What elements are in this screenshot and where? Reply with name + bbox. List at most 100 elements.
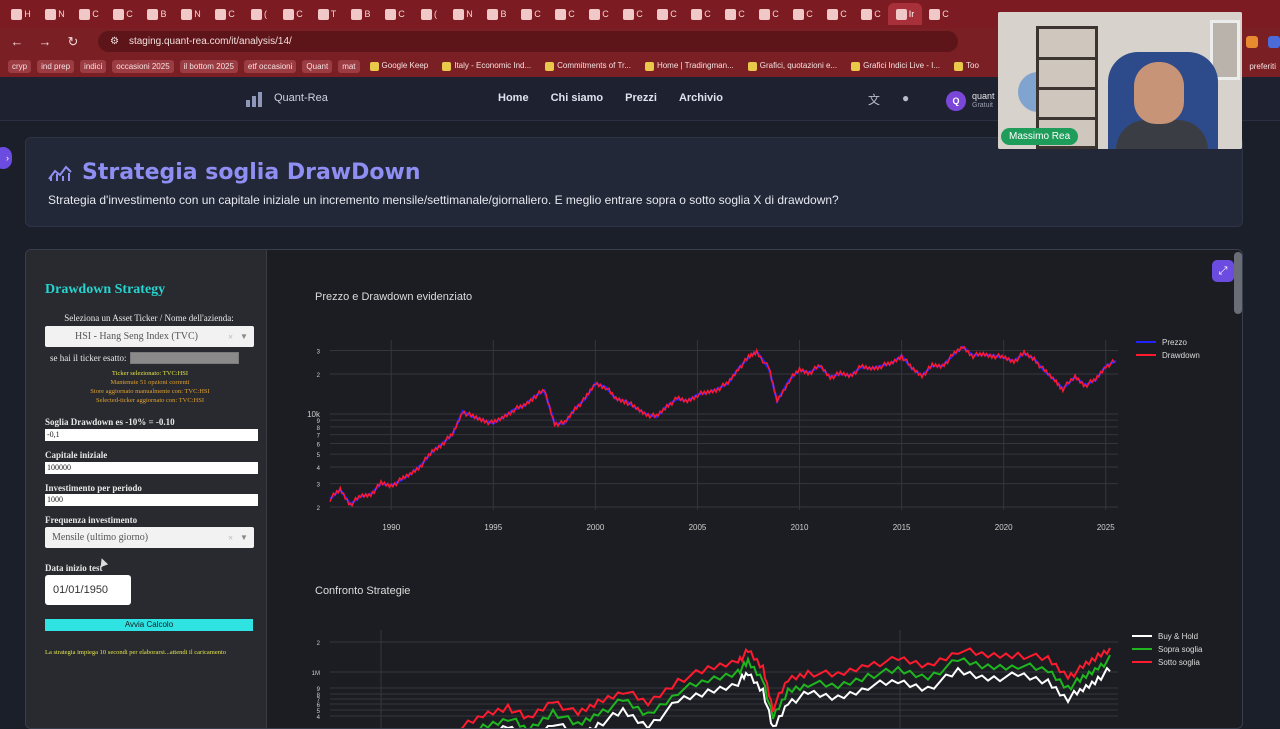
- bookmark-item[interactable]: Google Keep: [366, 59, 433, 72]
- browser-tab[interactable]: Ir: [888, 3, 922, 25]
- bookmark-item[interactable]: Grafici Indici Live - I...: [847, 59, 944, 72]
- ticker-row: se hai il ticker esatto:: [50, 352, 240, 364]
- site-info-icon[interactable]: ⚙: [110, 36, 119, 47]
- expand-icon[interactable]: ⤢: [1212, 260, 1234, 282]
- bookmark-item[interactable]: Grafici, quotazioni e...: [744, 59, 841, 72]
- browser-tab[interactable]: C: [276, 3, 310, 25]
- capital-input[interactable]: 100000: [45, 462, 258, 474]
- address-bar[interactable]: ⚙ staging.quant-rea.com/it/analysis/14/: [98, 31, 958, 52]
- browser-tab[interactable]: C: [786, 3, 820, 25]
- tab-favicon-icon: [555, 8, 567, 20]
- bookmark-item[interactable]: ind prep: [37, 59, 75, 73]
- browser-tab[interactable]: C: [378, 3, 412, 25]
- y-tick-label: 5: [317, 453, 321, 459]
- browser-tab[interactable]: C: [820, 3, 854, 25]
- bookmark-label: Too: [966, 61, 979, 71]
- chevron-down-icon[interactable]: ▼: [240, 533, 248, 542]
- user-menu[interactable]: quant Gratuit: [972, 91, 995, 111]
- browser-tab[interactable]: (: [412, 3, 446, 25]
- browser-tab[interactable]: C: [854, 3, 888, 25]
- date-input[interactable]: 01/01/1950: [45, 575, 131, 605]
- clear-icon[interactable]: ×: [228, 532, 234, 543]
- bell-icon[interactable]: ●: [902, 91, 910, 105]
- invest-label: Investimento per periodo: [45, 483, 142, 493]
- x-tick-label: 1995: [484, 523, 502, 532]
- forward-icon[interactable]: →: [38, 34, 52, 49]
- site-logo[interactable]: Quant-Rea: [246, 89, 328, 107]
- browser-tab[interactable]: C: [922, 3, 956, 25]
- asset-select[interactable]: HSI - Hang Seng Index (TVC) × ▼: [45, 326, 254, 347]
- browser-tab[interactable]: C: [208, 3, 242, 25]
- legend-label[interactable]: Drawdown: [1162, 351, 1200, 360]
- bookmark-item[interactable]: Commitments of Tr...: [541, 59, 635, 72]
- browser-tab[interactable]: C: [514, 3, 548, 25]
- browser-tab[interactable]: C: [684, 3, 718, 25]
- bookmark-item[interactable]: Italy - Economic Ind...: [438, 59, 535, 72]
- browser-tab[interactable]: C: [616, 3, 650, 25]
- bookmark-item[interactable]: etf occasioni: [243, 59, 297, 73]
- browser-tab[interactable]: B: [140, 3, 174, 25]
- y-tick-label: 8: [317, 693, 321, 699]
- nav-chi-siamo[interactable]: Chi siamo: [550, 92, 604, 104]
- bookmark-label: etf occasioni: [247, 61, 293, 71]
- nav-prezzi[interactable]: Prezzi: [625, 92, 657, 104]
- nav-home[interactable]: Home: [498, 92, 529, 104]
- bookmark-item[interactable]: mat: [338, 59, 360, 73]
- browser-tab[interactable]: C: [582, 3, 616, 25]
- browser-tab[interactable]: T: [310, 3, 344, 25]
- browser-tab[interactable]: C: [72, 3, 106, 25]
- ticker-input[interactable]: [130, 352, 240, 364]
- legend-label[interactable]: Buy & Hold: [1158, 632, 1198, 641]
- run-calculation-button[interactable]: Avvia Calcolo: [45, 619, 253, 631]
- browser-tab[interactable]: C: [752, 3, 786, 25]
- bookmark-item[interactable]: Too: [950, 59, 983, 72]
- chevron-down-icon[interactable]: ▼: [240, 332, 248, 341]
- translate-icon[interactable]: 文: [868, 93, 881, 107]
- url-text: staging.quant-rea.com/it/analysis/14/: [128, 36, 292, 47]
- bookmark-item[interactable]: il bottom 2025: [179, 59, 238, 73]
- tab-favicon-icon: [385, 8, 397, 20]
- extension-icon[interactable]: [1268, 35, 1280, 48]
- tab-label: C: [568, 9, 575, 19]
- threshold-input[interactable]: -0,1: [45, 429, 258, 441]
- legend-label[interactable]: Sopra soglia: [1158, 645, 1203, 654]
- bookmark-item[interactable]: occasioni 2025: [112, 59, 174, 73]
- frequency-select[interactable]: Mensile (ultimo giorno) × ▼: [45, 527, 254, 548]
- browser-tab[interactable]: C: [718, 3, 752, 25]
- browser-tab[interactable]: N: [446, 3, 480, 25]
- clear-icon[interactable]: ×: [228, 331, 234, 342]
- browser-tab[interactable]: H: [4, 3, 38, 25]
- strategy-form: Drawdown Strategy Seleziona un Asset Tic…: [26, 250, 267, 728]
- avatar[interactable]: Q: [946, 91, 966, 111]
- browser-tab[interactable]: N: [174, 3, 208, 25]
- tab-favicon-icon: [589, 8, 601, 20]
- browser-tab[interactable]: B: [480, 3, 514, 25]
- tab-favicon-icon: [861, 8, 873, 20]
- presenter: [1134, 62, 1184, 124]
- extension-icon[interactable]: [1246, 35, 1258, 48]
- bookmark-item[interactable]: Quant: [302, 59, 333, 73]
- scrollbar[interactable]: [1234, 252, 1242, 314]
- browser-tab[interactable]: N: [38, 3, 72, 25]
- browser-tab[interactable]: C: [106, 3, 140, 25]
- tab-label: (: [434, 9, 437, 19]
- bookmark-item[interactable]: indici: [80, 59, 107, 73]
- nav-archivio[interactable]: Archivio: [678, 92, 723, 104]
- y-tick-label: 4: [317, 715, 321, 721]
- browser-tab[interactable]: B: [344, 3, 378, 25]
- browser-tab[interactable]: (: [242, 3, 276, 25]
- bookmark-item[interactable]: Home | Tradingman...: [641, 59, 738, 72]
- browser-tab[interactable]: C: [650, 3, 684, 25]
- all-bookmarks-link[interactable]: preferiti: [1249, 61, 1276, 71]
- bookmark-item[interactable]: cryp: [8, 59, 32, 73]
- y-tick-label: 7: [317, 698, 321, 704]
- sidebar-toggle-button[interactable]: ›: [0, 147, 12, 169]
- back-icon[interactable]: ←: [10, 34, 24, 49]
- reload-icon[interactable]: ↻: [67, 33, 79, 49]
- invest-input[interactable]: 1000: [45, 494, 258, 506]
- legend-label[interactable]: Sotto soglia: [1158, 658, 1200, 667]
- browser-tab[interactable]: C: [548, 3, 582, 25]
- legend-label[interactable]: Prezzo: [1162, 338, 1187, 347]
